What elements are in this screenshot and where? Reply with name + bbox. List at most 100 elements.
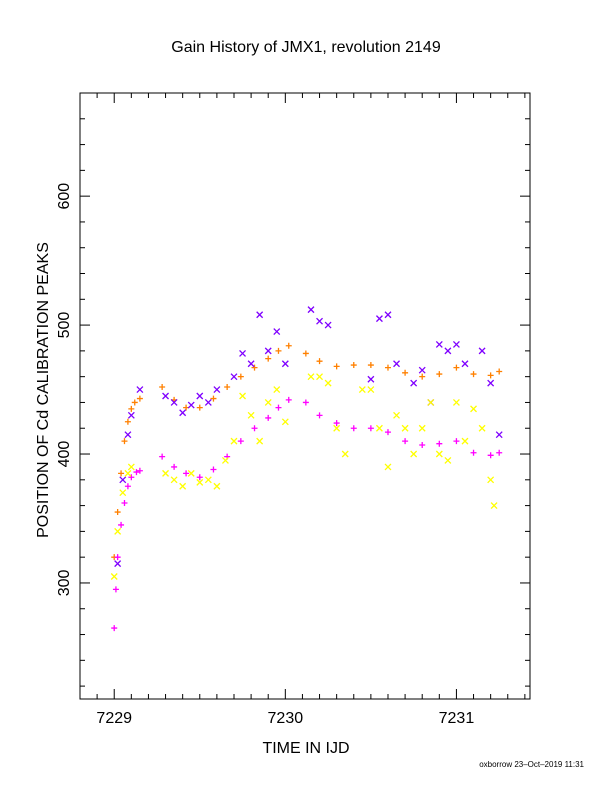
data-point-cross xyxy=(410,379,418,387)
data-point-plus xyxy=(111,625,118,632)
data-point-plus xyxy=(333,363,340,370)
data-point-plus xyxy=(384,364,391,371)
data-point-cross xyxy=(114,527,122,535)
data-point-cross xyxy=(264,347,272,355)
data-point-plus xyxy=(367,425,374,432)
data-point-plus xyxy=(133,469,140,476)
data-point-plus xyxy=(251,364,258,371)
data-point-plus xyxy=(419,441,426,448)
y-tick-label: 600 xyxy=(56,183,73,210)
data-point-cross xyxy=(333,424,341,432)
data-point-cross xyxy=(204,476,212,484)
data-point-plus xyxy=(237,438,244,445)
data-point-plus xyxy=(121,438,128,445)
data-point-cross xyxy=(162,392,170,400)
data-point-plus xyxy=(402,369,409,376)
data-point-plus xyxy=(316,412,323,419)
data-point-plus xyxy=(470,449,477,456)
data-point-plus xyxy=(196,404,203,411)
data-point-cross xyxy=(119,476,127,484)
data-point-cross xyxy=(179,482,187,490)
data-point-cross xyxy=(256,311,264,319)
data-point-plus xyxy=(112,586,119,593)
data-point-cross xyxy=(401,424,409,432)
data-point-plus xyxy=(333,420,340,427)
data-point-plus xyxy=(316,358,323,365)
data-point-cross xyxy=(435,340,443,348)
data-point-cross xyxy=(204,398,212,406)
data-point-cross xyxy=(316,317,324,325)
data-point-plus xyxy=(136,467,143,474)
data-point-plus xyxy=(224,383,231,390)
data-points xyxy=(110,306,503,632)
data-point-plus xyxy=(285,396,292,403)
chart-title: Gain History of JMX1, revolution 2149 xyxy=(171,39,441,56)
data-point-cross xyxy=(452,340,460,348)
data-point-cross xyxy=(127,411,135,419)
data-point-cross xyxy=(221,457,229,464)
data-point-cross xyxy=(196,392,204,400)
data-point-cross xyxy=(256,437,264,445)
x-tick-label: 7231 xyxy=(439,710,475,727)
data-point-plus xyxy=(275,404,282,411)
data-point-cross xyxy=(230,437,238,445)
data-point-plus xyxy=(131,399,138,406)
data-point-cross xyxy=(461,360,469,368)
data-point-cross xyxy=(490,502,498,510)
data-point-plus xyxy=(265,355,272,362)
y-tick-label: 300 xyxy=(56,570,73,597)
data-point-cross xyxy=(307,306,315,314)
data-point-cross xyxy=(239,349,247,357)
data-point-cross xyxy=(110,573,118,580)
data-point-plus xyxy=(275,347,282,354)
data-point-cross xyxy=(324,379,332,387)
data-point-plus xyxy=(128,405,135,412)
data-point-plus xyxy=(302,399,309,406)
data-point-cross xyxy=(410,450,418,458)
footer-credit: oxborrow 23–Oct–2019 11:31 xyxy=(479,760,584,769)
data-point-plus xyxy=(487,452,494,459)
data-point-plus xyxy=(251,425,258,432)
data-point-cross xyxy=(127,463,135,471)
data-point-plus xyxy=(124,483,131,490)
data-point-plus xyxy=(302,350,309,357)
data-point-cross xyxy=(341,450,349,458)
data-point-cross xyxy=(187,401,195,409)
data-point-cross xyxy=(444,347,452,355)
data-point-cross xyxy=(418,424,426,432)
data-point-cross xyxy=(367,386,375,394)
data-point-plus xyxy=(114,509,121,516)
data-point-plus xyxy=(436,440,443,447)
data-point-cross xyxy=(470,405,477,413)
data-point-plus xyxy=(128,474,135,481)
plot-frame xyxy=(79,92,531,700)
data-point-cross xyxy=(487,379,495,387)
data-point-cross xyxy=(170,476,178,484)
data-point-plus xyxy=(136,395,143,402)
data-point-cross xyxy=(384,463,392,471)
data-point-cross xyxy=(435,450,443,458)
data-point-plus xyxy=(121,500,128,507)
data-point-cross xyxy=(427,398,435,406)
data-point-cross xyxy=(187,469,195,477)
data-point-plus xyxy=(265,414,272,421)
data-point-plus xyxy=(159,383,166,390)
data-point-plus xyxy=(453,438,460,445)
data-point-cross xyxy=(162,469,170,477)
data-point-plus xyxy=(210,466,217,473)
data-point-plus xyxy=(196,474,203,481)
data-point-cross xyxy=(375,315,383,323)
data-point-cross xyxy=(495,431,503,439)
data-point-cross xyxy=(375,424,383,432)
data-point-plus xyxy=(124,418,131,425)
data-point-cross xyxy=(196,478,204,486)
data-point-plus xyxy=(496,368,503,375)
x-axis-label: TIME IN IJD xyxy=(262,740,349,757)
data-point-plus xyxy=(210,395,217,402)
data-point-cross xyxy=(281,418,289,426)
data-point-plus xyxy=(436,371,443,378)
y-axis-label: POSITION OF Cd CALIBRATION PEAKS xyxy=(35,242,52,538)
data-point-plus xyxy=(118,521,125,528)
data-point-cross xyxy=(358,386,366,394)
